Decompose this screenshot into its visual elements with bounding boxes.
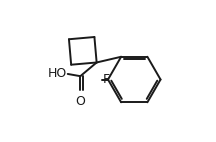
Text: O: O xyxy=(75,95,85,108)
Text: HO: HO xyxy=(47,67,67,81)
Text: F: F xyxy=(103,73,110,86)
